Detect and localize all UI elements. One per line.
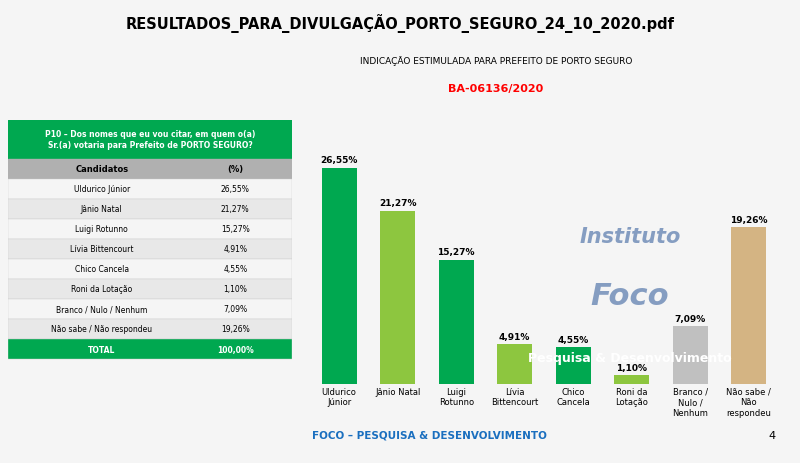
Text: 7,09%: 7,09% bbox=[223, 305, 247, 314]
Bar bbox=[497, 344, 532, 384]
Bar bbox=[438, 260, 474, 384]
FancyBboxPatch shape bbox=[8, 319, 292, 339]
Text: 4,55%: 4,55% bbox=[558, 335, 589, 344]
Bar bbox=[614, 375, 650, 384]
Text: Não sabe / Não respondeu: Não sabe / Não respondeu bbox=[51, 325, 152, 334]
Text: 4,55%: 4,55% bbox=[223, 265, 247, 274]
Text: TOTAL: TOTAL bbox=[88, 345, 115, 354]
Text: Candidatos: Candidatos bbox=[75, 165, 128, 174]
FancyBboxPatch shape bbox=[8, 159, 292, 179]
Text: Chico Cancela: Chico Cancela bbox=[74, 265, 129, 274]
FancyBboxPatch shape bbox=[8, 299, 292, 319]
Text: 15,27%: 15,27% bbox=[438, 248, 475, 257]
Text: Luigi Rotunno: Luigi Rotunno bbox=[75, 225, 128, 234]
Text: Uldurico Júnior: Uldurico Júnior bbox=[74, 185, 130, 194]
Text: 26,55%: 26,55% bbox=[221, 185, 250, 194]
Text: Instituto: Instituto bbox=[579, 227, 681, 247]
FancyBboxPatch shape bbox=[8, 279, 292, 299]
Text: Foco: Foco bbox=[590, 282, 670, 310]
Text: 4,91%: 4,91% bbox=[223, 245, 247, 254]
FancyBboxPatch shape bbox=[8, 120, 292, 159]
Text: Pesquisa & Desenvolvimento: Pesquisa & Desenvolvimento bbox=[528, 351, 732, 364]
Text: 7,09%: 7,09% bbox=[674, 314, 706, 323]
Text: 1,10%: 1,10% bbox=[223, 285, 247, 294]
Text: Lívia Bittencourt: Lívia Bittencourt bbox=[70, 245, 134, 254]
Text: 19,26%: 19,26% bbox=[221, 325, 250, 334]
FancyBboxPatch shape bbox=[8, 219, 292, 239]
Text: RESULTADOS_PARA_DIVULGAÇÃO_PORTO_SEGURO_24_10_2020.pdf: RESULTADOS_PARA_DIVULGAÇÃO_PORTO_SEGURO_… bbox=[126, 14, 674, 33]
Bar bbox=[673, 326, 708, 384]
Text: (%): (%) bbox=[227, 165, 243, 174]
Bar bbox=[380, 211, 415, 384]
Text: 21,27%: 21,27% bbox=[379, 199, 417, 208]
FancyBboxPatch shape bbox=[8, 239, 292, 259]
Text: 26,55%: 26,55% bbox=[321, 156, 358, 165]
Text: Branco / Nulo / Nenhum: Branco / Nulo / Nenhum bbox=[56, 305, 147, 314]
Text: 100,00%: 100,00% bbox=[217, 345, 254, 354]
Text: Roni da Lotação: Roni da Lotação bbox=[71, 285, 132, 294]
Text: 1,10%: 1,10% bbox=[616, 363, 647, 372]
Text: 4: 4 bbox=[769, 430, 776, 440]
FancyBboxPatch shape bbox=[8, 179, 292, 199]
FancyBboxPatch shape bbox=[8, 199, 292, 219]
Bar bbox=[731, 227, 766, 384]
FancyBboxPatch shape bbox=[8, 259, 292, 279]
Text: 15,27%: 15,27% bbox=[221, 225, 250, 234]
Text: 4,91%: 4,91% bbox=[499, 332, 530, 341]
Text: Jânio Natal: Jânio Natal bbox=[81, 205, 122, 214]
Text: P10 – Dos nomes que eu vou citar, em quem o(a)
Sr.(a) votaria para Prefeito de P: P10 – Dos nomes que eu vou citar, em que… bbox=[45, 130, 255, 150]
Bar bbox=[556, 347, 591, 384]
Text: 21,27%: 21,27% bbox=[221, 205, 250, 214]
Text: INDICAÇÃO ESTIMULADA PARA PREFEITO DE PORTO SEGURO: INDICAÇÃO ESTIMULADA PARA PREFEITO DE PO… bbox=[360, 56, 632, 65]
Bar bbox=[322, 168, 357, 384]
Text: 19,26%: 19,26% bbox=[730, 215, 768, 224]
Text: FOCO – PESQUISA & DESENVOLVIMENTO: FOCO – PESQUISA & DESENVOLVIMENTO bbox=[312, 430, 547, 440]
Text: BA-06136/2020: BA-06136/2020 bbox=[448, 83, 544, 94]
FancyBboxPatch shape bbox=[8, 339, 292, 359]
